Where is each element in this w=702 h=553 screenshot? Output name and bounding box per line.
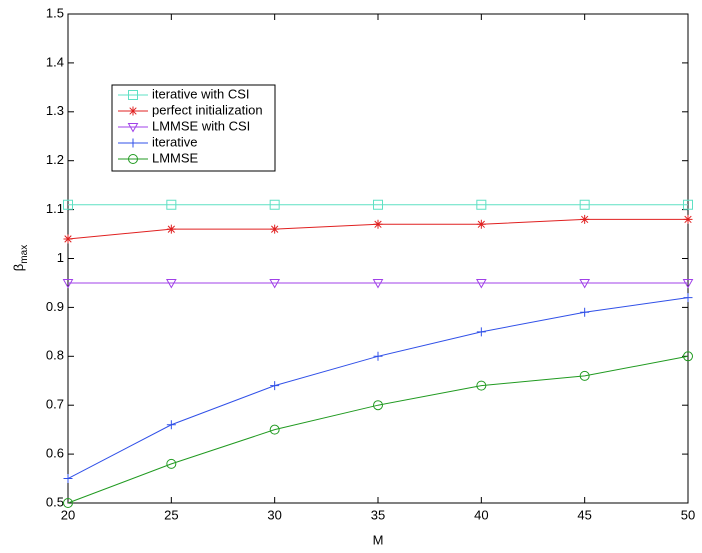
marker: [579, 199, 590, 210]
marker: [270, 224, 280, 234]
marker: [682, 351, 694, 362]
marker: [62, 498, 74, 508]
y-tick-label: 0.6: [46, 446, 64, 461]
marker: [373, 219, 383, 229]
marker: [166, 199, 177, 210]
marker: [372, 278, 384, 289]
marker: [476, 327, 486, 337]
x-axis-label: M: [373, 532, 384, 547]
y-tick-label: 1: [57, 250, 64, 265]
x-tick-label: 40: [474, 507, 488, 522]
marker: [372, 400, 384, 411]
marker: [62, 278, 74, 289]
legend-label: perfect initialization: [152, 102, 263, 117]
marker: [683, 199, 693, 210]
legend-box: [111, 84, 276, 172]
x-tick-label: 35: [371, 507, 385, 522]
marker: [166, 420, 176, 430]
y-tick-label: 1.4: [46, 54, 64, 69]
marker: [166, 224, 176, 234]
x-tick-label: 30: [267, 507, 281, 522]
marker: [269, 424, 280, 435]
series-line: [67, 355, 689, 504]
marker: [475, 278, 487, 289]
legend-marker: [128, 90, 138, 100]
marker: [683, 214, 693, 224]
marker: [580, 214, 590, 224]
legend-marker: [127, 154, 139, 164]
x-tick-label: 20: [61, 507, 75, 522]
x-tick-label: 50: [681, 507, 695, 522]
marker: [63, 199, 73, 210]
y-tick-label: 0.7: [46, 397, 64, 412]
marker: [579, 278, 591, 289]
legend-label: LMMSE: [152, 150, 199, 165]
marker: [269, 199, 280, 210]
marker: [63, 474, 73, 484]
x-tick-label: 45: [577, 507, 591, 522]
y-tick-label: 0.8: [46, 348, 64, 363]
legend-label: LMMSE with CSI: [152, 118, 250, 133]
marker: [476, 199, 487, 210]
marker: [165, 278, 177, 289]
marker: [476, 219, 486, 229]
marker: [63, 234, 73, 244]
legend-marker: [128, 138, 138, 148]
marker: [270, 381, 280, 391]
legend-label: iterative with CSI: [152, 86, 250, 101]
marker: [476, 380, 487, 391]
y-tick-label: 0.9: [46, 299, 64, 314]
y-axis-label: βmax: [11, 245, 29, 271]
legend-marker: [128, 106, 138, 116]
marker: [683, 293, 693, 303]
marker: [269, 278, 281, 289]
y-axis-label-symbol: β: [11, 264, 26, 271]
marker: [166, 458, 177, 469]
marker: [580, 307, 590, 317]
y-tick-label: 1.3: [46, 103, 64, 118]
marker: [373, 199, 383, 210]
y-tick-label: 0.5: [46, 494, 64, 509]
marker: [373, 351, 383, 361]
marker: [682, 278, 694, 289]
x-tick-label: 25: [164, 507, 178, 522]
legend-marker: [127, 123, 139, 133]
y-tick-label: 1.2: [46, 152, 64, 167]
y-axis-label-subscript: max: [19, 245, 30, 264]
y-tick-label: 1.5: [46, 5, 64, 20]
marker: [579, 370, 590, 381]
y-tick-label: 1.1: [46, 201, 64, 216]
legend-label: iterative: [152, 134, 198, 149]
